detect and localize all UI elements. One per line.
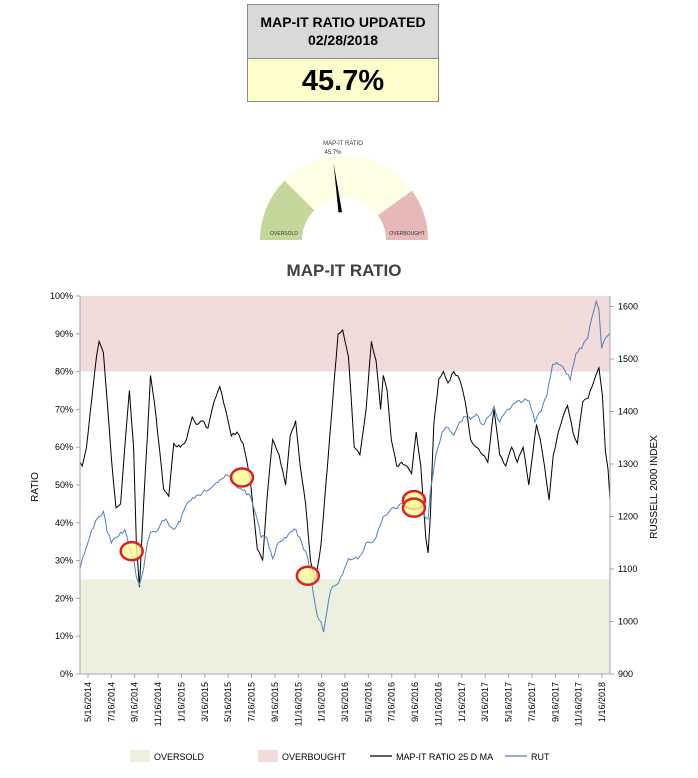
summary-title: MAP-IT RATIO UPDATED: [260, 14, 426, 30]
gauge-oversold-segment: [260, 180, 315, 240]
band-overbought: [80, 296, 610, 372]
highlight-marker: [229, 467, 255, 488]
gauge-overbought-segment: [377, 190, 428, 240]
gauge: [260, 155, 428, 240]
x-tick-label: 9/16/2014: [130, 682, 140, 722]
x-tick-label: 3/16/2016: [340, 682, 350, 722]
x-tick-label: 7/16/2014: [106, 682, 116, 722]
x-tick-label: 3/16/2015: [200, 682, 210, 722]
series-layer: [79, 299, 611, 633]
x-tick-label: 5/16/2015: [223, 682, 233, 722]
series-line-map-it-ratio: [79, 328, 611, 588]
x-tick-label: 11/16/2017: [574, 682, 584, 726]
y2-tick-label: 1200: [618, 512, 638, 522]
gauge-neutral-segment: [284, 155, 412, 216]
x-tick-label: 11/16/2015: [293, 682, 303, 726]
gauge-oversold-label: OVERSOLD: [270, 231, 298, 237]
x-tick-label: 5/16/2014: [83, 682, 93, 722]
y-tick-label: 70%: [55, 404, 73, 414]
y-tick-label: 90%: [55, 329, 73, 339]
x-tick-label: 11/16/2014: [153, 682, 163, 726]
axes: 0% 10% 20% 30% 40% 50% 60% 70% 80% 90% 100% 900 1000…: [50, 291, 638, 726]
x-tick-label: 5/16/2017: [504, 682, 514, 722]
x-tick-label: 9/16/2017: [550, 682, 560, 722]
y-tick-label: 80%: [55, 367, 73, 377]
highlight-marker: [401, 497, 427, 518]
x-tick-label: 11/16/2016: [433, 682, 443, 726]
summary-date: 02/28/2018: [307, 32, 379, 48]
y-tick-label: 0%: [60, 669, 73, 679]
legend-label: MAP-IT RATIO 25 D MA: [396, 752, 493, 762]
y-tick-label: 40%: [55, 518, 73, 528]
y2-tick-label: 1300: [618, 459, 638, 469]
gauge-value-label: 45.7%: [324, 150, 342, 156]
gauge-label: MAP-IT RATIO: [323, 141, 363, 147]
x-tick-label: 1/16/2015: [176, 682, 186, 722]
legend-label: RUT: [531, 752, 550, 762]
x-tick-label: 7/16/2015: [247, 682, 257, 722]
x-tick-label: 1/16/2016: [317, 682, 327, 722]
y-tick-label: 60%: [55, 442, 73, 452]
x-tick-label: 7/16/2017: [527, 682, 537, 722]
y2-tick-label: 1500: [618, 354, 638, 364]
y2-tick-label: 1400: [618, 407, 638, 417]
y-tick-label: 30%: [55, 556, 73, 566]
y-tick-label: 100%: [50, 291, 73, 301]
y2-tick-label: 1000: [618, 617, 638, 627]
band-layer: [80, 296, 610, 674]
x-tick-label: 9/16/2015: [270, 682, 280, 722]
y-tick-label: 50%: [55, 480, 73, 490]
band-oversold: [80, 579, 610, 674]
series-line-rut: [79, 299, 611, 633]
x-tick-label: 1/16/2018: [597, 682, 607, 722]
y2-axis-label: RUSSELL 2000 INDEX: [649, 435, 660, 539]
legend-swatch: [130, 750, 150, 762]
y-tick-label: 10%: [55, 631, 73, 641]
x-tick-label: 9/16/2016: [410, 682, 420, 722]
x-tick-label: 7/16/2016: [387, 682, 397, 722]
ratio-summary-box: MAP-IT RATIO UPDATED 02/28/2018 45.7%: [247, 4, 439, 102]
highlight-marker: [119, 540, 144, 562]
chart-title: MAP-IT RATIO: [287, 261, 402, 280]
x-tick-label: 5/16/2016: [363, 682, 373, 722]
summary-value: 45.7%: [248, 59, 438, 101]
y-axis-label: RATIO: [30, 472, 41, 502]
gauge-needle: [333, 162, 343, 213]
highlight-marker: [295, 565, 321, 586]
legend: OVERSOLD OVERBOUGHT MAP-IT RATIO 25 D MA RU…: [130, 750, 550, 762]
marker-layer: [119, 467, 427, 586]
y-tick-label: 20%: [55, 593, 73, 603]
summary-header: MAP-IT RATIO UPDATED 02/28/2018: [248, 5, 438, 59]
y2-tick-label: 1600: [618, 302, 638, 312]
x-tick-label: 3/16/2017: [480, 682, 490, 722]
gauge-overbought-label: OVERBOUGHT: [389, 231, 425, 237]
legend-label: OVERSOLD: [154, 752, 205, 762]
legend-label: OVERBOUGHT: [282, 752, 347, 762]
y2-tick-label: 1100: [618, 564, 637, 574]
legend-swatch: [258, 750, 278, 762]
x-tick-label: 1/16/2017: [457, 682, 467, 722]
y2-tick-label: 900: [618, 669, 633, 679]
